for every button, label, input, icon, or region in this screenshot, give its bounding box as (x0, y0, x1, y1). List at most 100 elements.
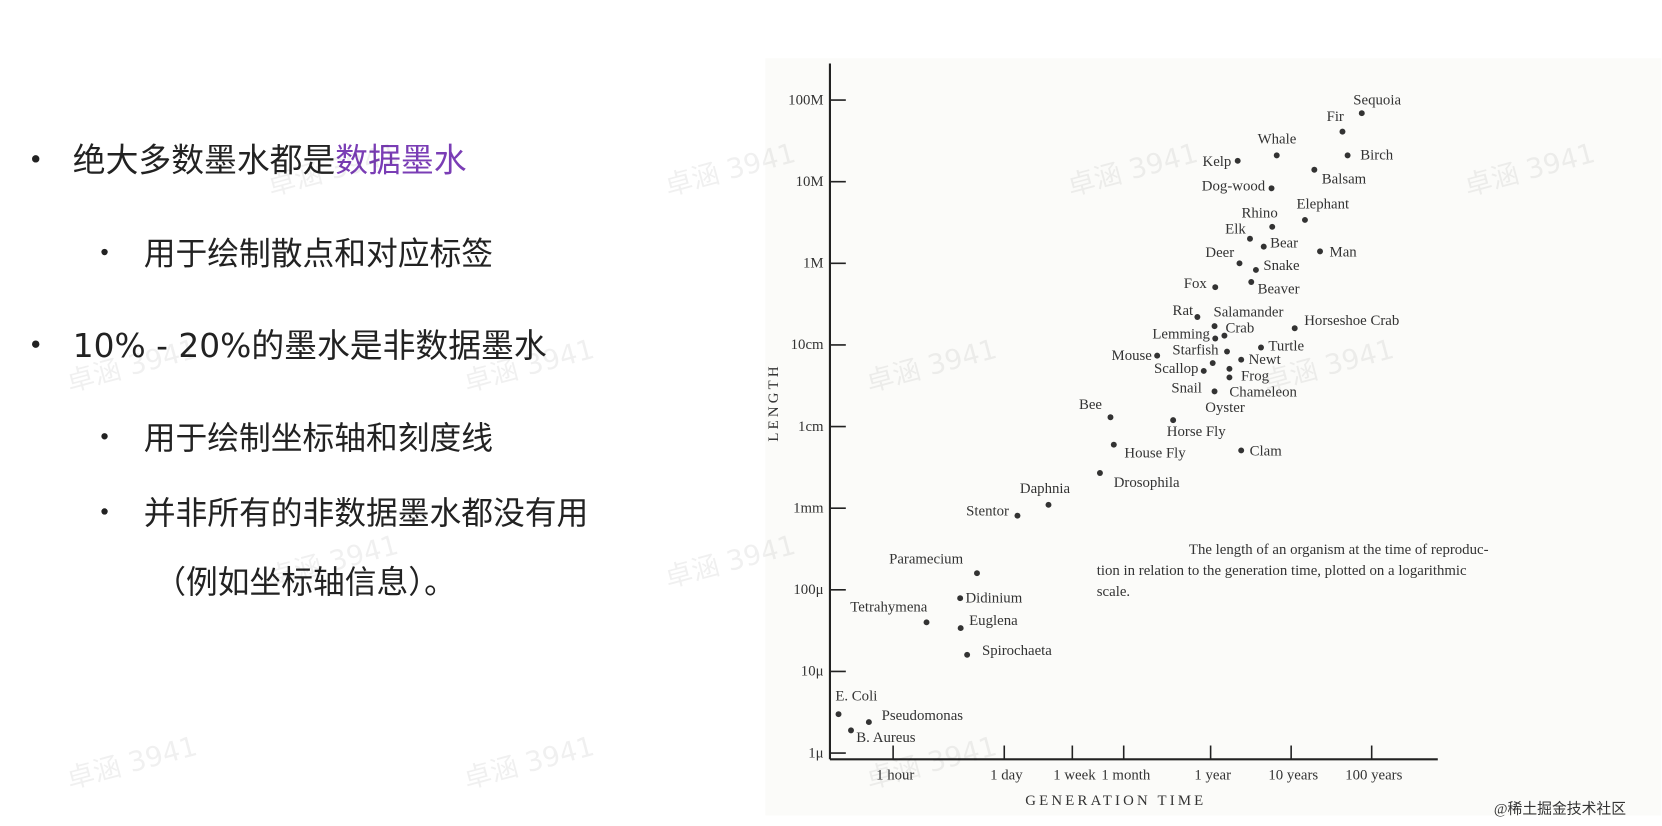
bullet-text-part: 绝大多数墨水都是 (73, 142, 336, 180)
data-point (974, 570, 980, 577)
x-tick-label: 1 month (1101, 767, 1151, 783)
point-label: Salamander (1213, 305, 1283, 321)
caption: The length of an organism at the time of… (1189, 542, 1489, 558)
point-label: Elephant (1296, 196, 1350, 212)
point-label: Crab (1225, 320, 1254, 336)
point-label: Fir (1327, 109, 1344, 125)
y-tick-label: 1μ (808, 745, 823, 761)
point-label: Horseshoe Crab (1304, 313, 1399, 329)
data-point (1247, 235, 1253, 242)
data-point (1014, 512, 1021, 519)
data-point (1045, 501, 1052, 508)
point-label: Oyster (1205, 400, 1245, 416)
bullet-text: 10% - 20%的墨水是非数据墨水 (73, 327, 547, 365)
point-label: Drosophila (1114, 475, 1180, 491)
point-label: B. Aureus (856, 730, 915, 746)
sub-bullet-text: （例如坐标轴信息）。 (154, 565, 456, 601)
y-tick-label: 1cm (798, 419, 824, 435)
y-tick-label: 1mm (793, 500, 824, 516)
point-label: Fox (1184, 276, 1208, 292)
data-point (1358, 110, 1365, 117)
data-point (1234, 157, 1241, 164)
point-label: Mouse (1112, 348, 1153, 364)
point-label: Horse Fly (1167, 424, 1226, 440)
point-label: Euglena (969, 613, 1018, 629)
data-point (1110, 441, 1117, 448)
point-label: Man (1330, 245, 1358, 261)
point-label: Tetrahymena (850, 600, 928, 616)
data-point (1211, 323, 1218, 330)
caption: scale. (1097, 584, 1130, 600)
point-label: Turtle (1268, 339, 1304, 355)
data-point (1209, 360, 1216, 367)
sub-bullet-dot (101, 508, 108, 515)
data-point (1107, 414, 1114, 421)
point-label: E. Coli (835, 688, 877, 704)
data-point (1238, 447, 1245, 454)
data-point (1096, 470, 1103, 476)
point-label: Newt (1249, 352, 1282, 368)
data-point (1311, 166, 1318, 173)
point-label: Dog-wood (1202, 178, 1266, 194)
x-tick-label: 100 years (1345, 767, 1402, 783)
data-point (1154, 352, 1161, 359)
data-point (865, 719, 872, 726)
data-point (1273, 152, 1280, 159)
data-point (1258, 344, 1264, 351)
x-axis-label: GENERATION TIME (1025, 793, 1206, 809)
data-point (964, 651, 971, 658)
point-label: Frog (1241, 368, 1270, 384)
data-point (1301, 216, 1308, 223)
data-point (1291, 325, 1298, 332)
y-axis-label: LENGTH (766, 363, 782, 441)
data-point (848, 727, 854, 734)
y-tick-label: 1M (803, 256, 824, 272)
point-label: Spirochaeta (982, 643, 1052, 659)
point-label: Stentor (966, 504, 1009, 520)
data-point (835, 711, 842, 718)
point-label: Snake (1263, 258, 1300, 274)
point-label: House Fly (1124, 445, 1186, 461)
bullet-text-part: 10% - 20%的墨水是非数据墨水 (73, 327, 547, 365)
highlight-text: 数据墨水 (335, 142, 466, 180)
y-tick-label: 100M (788, 92, 823, 108)
point-label: Elk (1225, 221, 1246, 237)
point-label: Kelp (1203, 154, 1232, 170)
point-label: Starfish (1172, 343, 1219, 359)
data-point (1170, 417, 1177, 424)
point-label: Clam (1250, 444, 1283, 460)
point-label: Beaver (1258, 282, 1300, 298)
bullet-dot (32, 155, 40, 163)
data-point (1238, 356, 1245, 363)
point-label: Bear (1270, 236, 1298, 252)
data-point (1194, 314, 1201, 320)
point-label: Rat (1173, 303, 1194, 319)
y-tick-label: 10cm (791, 337, 824, 353)
point-label: Daphnia (1020, 481, 1071, 497)
point-label: Didinium (965, 590, 1022, 606)
footer: @稀土掘金技术社区 (1494, 800, 1626, 817)
y-tick-label: 100μ (793, 582, 823, 598)
data-point (1268, 185, 1275, 192)
point-label: Chameleon (1229, 384, 1297, 400)
y-tick-label: 10μ (801, 664, 824, 680)
point-label: Scallop (1154, 361, 1198, 377)
data-point (1226, 365, 1233, 372)
bullet-text: 绝大多数墨水都是数据墨水 (73, 142, 467, 180)
point-label: Bee (1079, 397, 1102, 413)
data-point (1212, 335, 1219, 342)
point-label: Pseudomonas (882, 708, 964, 724)
data-point (1248, 279, 1255, 285)
sub-bullet-text: 并非所有的非数据墨水都没有用 (144, 496, 588, 532)
data-point (1344, 152, 1351, 159)
point-label: Sequoia (1353, 93, 1401, 109)
x-tick-label: 10 years (1268, 767, 1318, 783)
data-point (923, 619, 930, 626)
data-point (1211, 388, 1218, 395)
data-point (1226, 374, 1233, 381)
data-point (1317, 248, 1323, 255)
data-point (1200, 367, 1207, 374)
point-label: Birch (1360, 148, 1394, 164)
point-label: Rhino (1242, 205, 1278, 221)
